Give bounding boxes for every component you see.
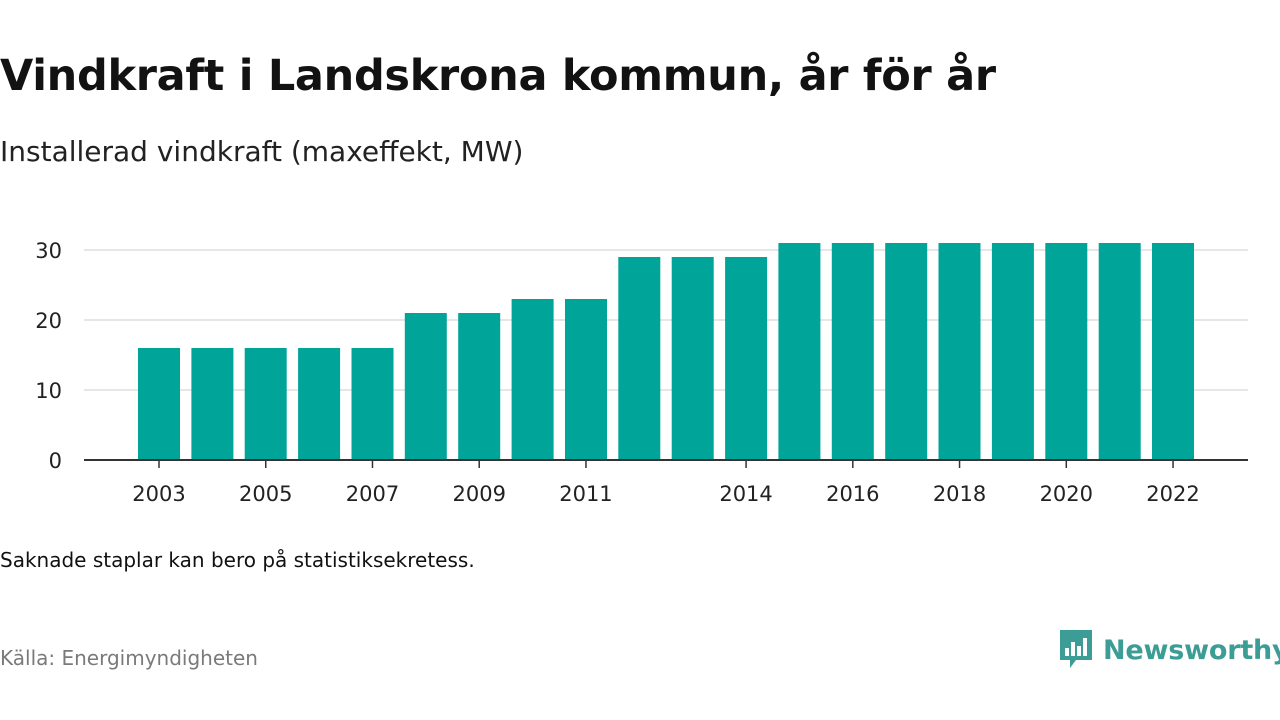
bar-2007 <box>351 348 394 460</box>
bar-2005 <box>244 348 287 460</box>
y-tick-label: 0 <box>49 449 62 473</box>
bar-2008 <box>404 313 447 460</box>
x-tick-label: 2009 <box>452 482 505 506</box>
brand-logo[interactable]: Newsworthy <box>1058 628 1280 672</box>
x-tick-label: 2018 <box>933 482 986 506</box>
brand-name: Newsworthy <box>1103 634 1280 666</box>
bar-2003 <box>138 348 180 460</box>
bar-2010 <box>511 299 554 460</box>
y-tick-label: 20 <box>35 309 62 333</box>
bar-chart: 0 10 20 30 2003 2005 2007 2009 2011 2014 2016 2018… <box>35 239 1248 506</box>
bar-2015 <box>778 243 821 460</box>
bar-2013 <box>671 257 714 460</box>
bar-2012 <box>618 257 661 460</box>
bar-2016 <box>831 243 874 460</box>
y-tick-label: 10 <box>35 379 62 403</box>
bar-2014 <box>725 257 768 460</box>
chart-title: Vindkraft i Landskrona kommun, år för år <box>0 51 996 101</box>
bar-2004 <box>191 348 234 460</box>
bar-2020 <box>1045 243 1088 460</box>
source-label: Källa: Energimyndigheten <box>0 646 258 670</box>
x-tick-label: 2005 <box>239 482 292 506</box>
x-tick-label: 2022 <box>1146 482 1199 506</box>
x-tick-label: 2011 <box>559 482 612 506</box>
bar-2021 <box>1098 243 1141 460</box>
x-tick-label: 2016 <box>826 482 879 506</box>
x-tick-label: 2020 <box>1040 482 1093 506</box>
bar-2009 <box>458 313 501 460</box>
footnote: Saknade staplar kan bero på statistiksek… <box>0 548 475 572</box>
bar-2017 <box>885 243 928 460</box>
bar-2006 <box>298 348 341 460</box>
bar-2019 <box>991 243 1034 460</box>
x-tick-label: 2014 <box>719 482 772 506</box>
bar-2018 <box>938 243 981 460</box>
newsworthy-logo-icon <box>1060 630 1092 668</box>
chart-subtitle: Installerad vindkraft (maxeffekt, MW) <box>0 135 524 168</box>
x-axis-ticks: 2003 2005 2007 2009 2011 2014 2016 2018 2020 2022 <box>132 460 1200 506</box>
x-tick-label: 2007 <box>346 482 399 506</box>
y-axis-ticks: 0 10 20 30 <box>35 239 62 473</box>
bar-2011 <box>565 299 607 460</box>
x-tick-label: 2003 <box>132 482 185 506</box>
bars <box>138 243 1194 460</box>
y-tick-label: 30 <box>35 239 62 263</box>
bar-2022 <box>1152 243 1194 460</box>
